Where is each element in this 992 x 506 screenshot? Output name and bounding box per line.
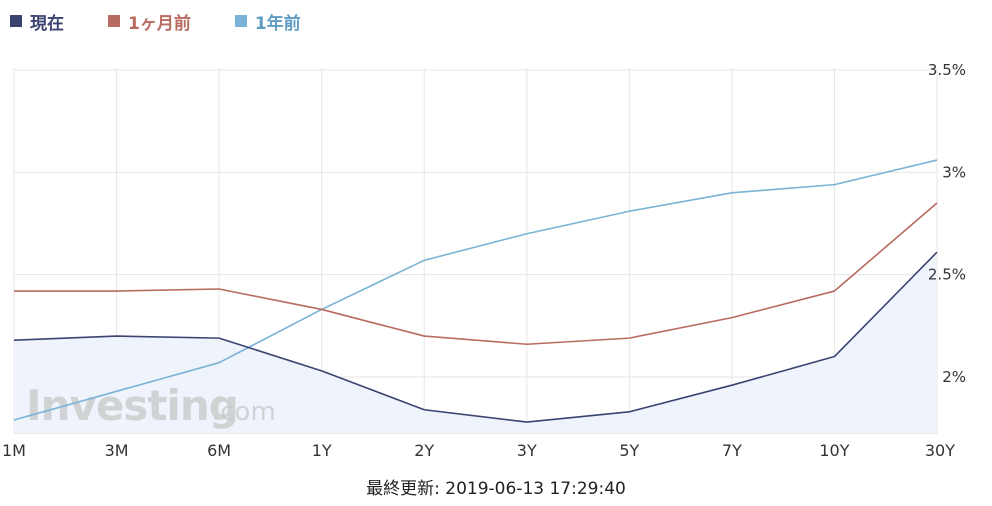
- chart-legend: 現在 1ヶ月前 1年前: [10, 8, 345, 34]
- legend-swatch-one-year: [234, 15, 247, 27]
- legend-label-one-year: 1年前: [254, 13, 301, 34]
- x-tick-label-30y: 30Y: [925, 441, 955, 460]
- legend-item-one-year[interactable]: 1年前: [234, 9, 301, 34]
- series-area-current: [14, 252, 937, 433]
- legend-label-current: 現在: [30, 13, 64, 34]
- y-tick-label-3.5pct: 3.5%: [928, 61, 966, 79]
- last-updated-footer: 最終更新: 2019-06-13 17:29:40: [366, 479, 626, 499]
- series-line-one-year[interactable]: [13, 159, 938, 421]
- x-tick-label-1y: 1Y: [312, 441, 332, 460]
- legend-label-one-month: 1ヶ月前: [128, 13, 191, 34]
- x-tick-label-10y: 10Y: [819, 441, 849, 460]
- watermark-brand: Investing: [26, 381, 238, 430]
- watermark-suffix: .com: [212, 397, 276, 427]
- y-tick-label-3pct: 3%: [942, 163, 966, 181]
- area-fill-layer: [14, 252, 937, 433]
- series-line-one-month[interactable]: [14, 202, 938, 346]
- x-tick-label-6m: 6M: [207, 441, 231, 460]
- y-axis: 2% 2.5% 3% 3.5%: [928, 61, 966, 386]
- y-tick-label-2pct: 2%: [942, 368, 966, 386]
- x-tick-label-3y: 3Y: [517, 441, 537, 460]
- legend-swatch-current: [10, 15, 22, 27]
- x-tick-label-7y: 7Y: [722, 441, 742, 460]
- x-tick-label-5y: 5Y: [619, 441, 639, 460]
- y-tick-label-2.5pct: 2.5%: [928, 266, 966, 284]
- x-tick-label-2y: 2Y: [414, 441, 434, 460]
- series-layer: [13, 159, 938, 423]
- x-tick-label-3m: 3M: [105, 441, 129, 460]
- x-tick-label-1m: 1M: [2, 441, 26, 460]
- legend-swatch-one-month: [108, 15, 120, 27]
- series-line-current[interactable]: [13, 251, 938, 423]
- legend-item-one-month[interactable]: 1ヶ月前: [108, 9, 191, 34]
- legend-item-current[interactable]: 現在: [10, 9, 64, 34]
- x-axis: 1M 3M 6M 1Y 2Y 3Y 5Y 7Y 10Y 30Y: [2, 441, 955, 460]
